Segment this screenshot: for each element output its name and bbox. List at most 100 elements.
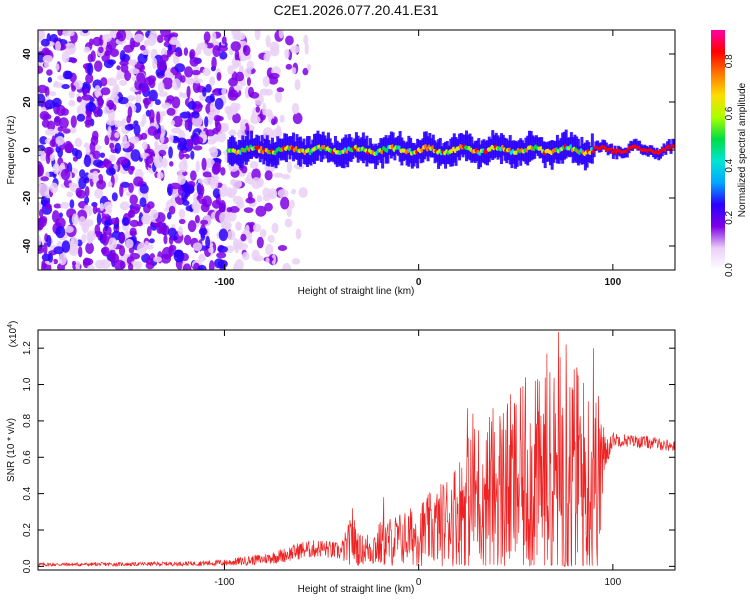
spectrogram-noise-cell — [81, 94, 93, 101]
top-y-tick-label: -40 — [22, 238, 33, 253]
spectrogram-noise-cell — [251, 177, 262, 190]
spectrogram-noise-cell — [147, 34, 157, 46]
spectrogram-noise-cell — [99, 259, 111, 269]
spectrogram-noise-cell — [173, 249, 185, 263]
spectrogram-band-halo — [629, 140, 633, 151]
spectrogram-noise-cell — [219, 51, 228, 60]
bottom-y-tick-label: 0.0 — [22, 559, 33, 573]
bottom-y-tick-label: 1.2 — [22, 341, 33, 355]
spectrogram-noise-cell — [264, 170, 273, 181]
spectrogram-noise-cell — [235, 32, 246, 41]
spectrogram-noise-cell — [68, 182, 77, 188]
spectrogram-noise-cell — [243, 207, 254, 213]
spectrogram-noise-cell — [292, 112, 303, 125]
spectrogram-noise-cell — [190, 170, 197, 181]
spectrogram-noise-cell — [290, 199, 295, 209]
colorbar-tick-label: 0.6 — [724, 106, 735, 120]
spectrogram-noise-cell — [217, 245, 229, 253]
spectrogram-noise-cell — [135, 93, 142, 104]
spectrogram-noise-cell — [302, 67, 309, 76]
spectrogram-noise-cell — [294, 79, 301, 91]
spectrogram-noise-cell — [240, 165, 248, 174]
spectrogram-noise-cell — [124, 124, 134, 131]
spectrogram-noise-cell — [267, 234, 275, 243]
spectrogram-noise-cell — [178, 218, 186, 225]
spectrogram-noise-cell — [178, 160, 188, 173]
spectrogram-noise-cell — [60, 108, 69, 116]
spectrogram-band-halo — [424, 131, 428, 157]
bottom-x-ticks: -100 0 100 — [214, 330, 622, 588]
spectrogram-noise-cell — [141, 141, 148, 150]
spectrogram-noise-cell — [244, 67, 252, 78]
spectrogram-noise-cell — [201, 195, 213, 208]
spectrogram-noise-cell — [145, 257, 153, 265]
spectrogram-noise-cell — [94, 60, 103, 72]
spectrogram-noise-cell — [205, 129, 216, 137]
spectrogram-noise-cell — [189, 56, 200, 67]
spectrogram-noise-cell — [232, 85, 243, 91]
spectrogram-noise-cell — [42, 54, 53, 63]
spectrogram-noise-cell — [78, 216, 86, 227]
spectrogram-band-halo — [410, 142, 414, 169]
spectrogram-noise-cell — [248, 237, 253, 245]
spectrogram-noise-cell — [38, 164, 45, 177]
spectrogram-noise-cell — [211, 31, 217, 44]
spectrogram-noise-cell — [139, 183, 149, 194]
spectrogram-noise-cell — [166, 107, 176, 116]
spectrogram-noise-cell — [71, 260, 77, 266]
spectrogram-noise-cell — [47, 76, 53, 83]
spectrogram-noise-cell — [219, 211, 229, 224]
spectrogram-noise-cell — [55, 40, 62, 52]
spectrogram-noise-cell — [76, 96, 82, 103]
bottom-y-axis-label: SNR (10 * v/v) — [6, 418, 17, 482]
spectrogram-band-halo — [583, 142, 587, 171]
spectrogram-noise-cell — [127, 106, 133, 119]
spectrogram-noise-cell — [64, 140, 73, 154]
spectrogram-noise-cell — [213, 114, 222, 122]
spectrogram-noise-cell — [202, 171, 212, 178]
spectrogram-noise-cell — [153, 256, 163, 263]
spectrogram-noise-cell — [84, 204, 91, 211]
spectrogram-noise-cell — [87, 264, 95, 270]
spectrogram-noise-cell — [161, 102, 172, 109]
spectrogram-noise-cell — [175, 51, 183, 57]
spectrogram-noise-cell — [100, 77, 108, 87]
spectrogram-noise-cell — [192, 80, 201, 94]
spectrogram-noise-cell — [192, 78, 203, 84]
spectrogram-noise-cell — [286, 160, 293, 174]
spectrogram-noise-cell — [121, 54, 130, 63]
spectrogram-noise-cell — [236, 221, 242, 231]
spectrogram-noise-cell — [178, 208, 186, 219]
spectrogram-noise-cell — [118, 232, 125, 243]
spectrogram-noise-cell — [71, 147, 79, 157]
spectrogram-noise-cell — [109, 249, 117, 262]
spectrogram-noise-cell — [231, 179, 243, 189]
spectrogram-noise-cell — [262, 75, 270, 88]
spectrogram-noise-cell — [114, 83, 120, 95]
spectrogram-noise-cell — [114, 142, 122, 154]
spectrogram-band-halo — [615, 149, 619, 160]
spectrogram-noise-cell — [227, 89, 239, 101]
spectrogram-noise-cell — [291, 188, 297, 195]
spectrogram-noise-cell — [191, 111, 200, 119]
spectrogram-noise-cell — [298, 187, 308, 198]
spectrogram-noise-cell — [116, 65, 121, 71]
spectrogram-noise-cell — [119, 201, 130, 211]
spectrogram-noise-cell — [52, 82, 64, 88]
spectrogram-noise-cell — [66, 191, 74, 198]
spectrogram-noise-cell — [189, 49, 196, 59]
spectrogram-noise-cell — [265, 257, 270, 264]
spectrogram-noise-cell — [70, 57, 78, 64]
spectrogram-noise-cell — [232, 237, 239, 250]
spectrogram-noise-cell — [161, 158, 168, 169]
spectrogram-noise-cell — [85, 147, 91, 156]
spectrogram-noise-cell — [103, 106, 110, 115]
spectrogram-noise-cell — [132, 203, 141, 211]
spectrogram-noise-cell — [40, 38, 50, 47]
spectrogram-noise-cell — [92, 204, 98, 215]
spectrogram-noise-cell — [53, 246, 64, 255]
spectrogram-noise-cell — [154, 99, 161, 106]
spectrogram-noise-cell — [105, 167, 116, 176]
bottom-x-tick-label: 0 — [416, 577, 422, 588]
